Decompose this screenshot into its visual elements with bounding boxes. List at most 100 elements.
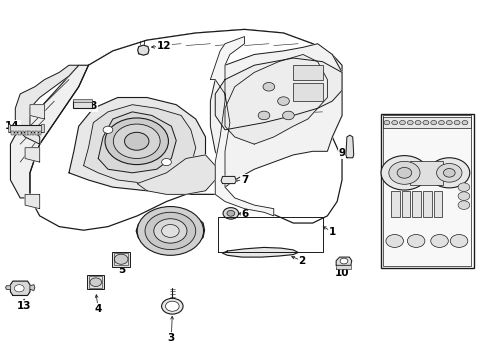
Bar: [383, 116, 470, 266]
Bar: [9, 125, 42, 132]
Text: 14: 14: [5, 121, 20, 131]
Text: 8: 8: [89, 102, 97, 112]
Polygon shape: [10, 281, 30, 296]
Text: 6: 6: [242, 209, 248, 219]
Text: 9: 9: [338, 148, 345, 158]
Circle shape: [388, 161, 419, 184]
Polygon shape: [222, 247, 298, 257]
Circle shape: [449, 234, 467, 247]
Circle shape: [258, 111, 269, 120]
Circle shape: [407, 234, 424, 247]
Circle shape: [391, 121, 397, 125]
Text: 12: 12: [157, 41, 171, 51]
Bar: [383, 117, 470, 128]
Circle shape: [399, 121, 405, 125]
Bar: [21, 131, 24, 135]
Text: 2: 2: [298, 256, 305, 266]
Polygon shape: [136, 215, 204, 247]
Bar: [293, 83, 322, 101]
Text: 3: 3: [167, 333, 175, 343]
Polygon shape: [30, 285, 35, 291]
Bar: [409, 161, 443, 185]
Circle shape: [165, 301, 179, 311]
Bar: [380, 114, 473, 268]
Polygon shape: [25, 194, 40, 209]
Bar: [89, 276, 102, 288]
Circle shape: [161, 225, 179, 237]
Polygon shape: [5, 286, 10, 289]
Circle shape: [14, 285, 24, 292]
Circle shape: [430, 234, 447, 247]
Polygon shape: [30, 105, 44, 119]
Bar: [39, 131, 41, 135]
Circle shape: [90, 278, 102, 287]
Circle shape: [438, 121, 444, 125]
Polygon shape: [98, 112, 176, 173]
Bar: [433, 191, 442, 217]
Circle shape: [114, 254, 128, 264]
Circle shape: [263, 82, 274, 91]
Circle shape: [105, 118, 168, 165]
Polygon shape: [88, 30, 341, 72]
Polygon shape: [25, 148, 40, 162]
Circle shape: [113, 124, 160, 158]
Bar: [11, 131, 14, 135]
Bar: [114, 253, 128, 265]
Polygon shape: [224, 54, 327, 144]
Polygon shape: [335, 257, 351, 265]
Text: 13: 13: [17, 301, 31, 311]
Polygon shape: [137, 155, 215, 194]
Polygon shape: [138, 45, 149, 55]
Polygon shape: [69, 98, 205, 191]
Text: 5: 5: [118, 265, 125, 275]
Bar: [73, 101, 92, 108]
Bar: [32, 131, 34, 135]
Circle shape: [457, 183, 469, 192]
Circle shape: [446, 121, 451, 125]
Text: 1: 1: [328, 227, 335, 237]
Bar: [41, 125, 43, 132]
Circle shape: [430, 121, 436, 125]
Circle shape: [161, 298, 183, 314]
Polygon shape: [210, 37, 273, 216]
Circle shape: [154, 219, 186, 243]
Circle shape: [277, 97, 289, 105]
Bar: [335, 265, 350, 269]
Bar: [18, 131, 20, 135]
Polygon shape: [345, 135, 353, 158]
Bar: [422, 191, 431, 217]
Circle shape: [407, 121, 412, 125]
Bar: [15, 131, 17, 135]
Bar: [411, 191, 420, 217]
Bar: [25, 131, 27, 135]
Circle shape: [339, 258, 347, 264]
Polygon shape: [10, 65, 88, 198]
Circle shape: [385, 234, 403, 247]
Circle shape: [414, 121, 420, 125]
Circle shape: [103, 126, 113, 134]
Circle shape: [137, 207, 203, 255]
Circle shape: [443, 168, 454, 177]
Circle shape: [383, 121, 389, 125]
Circle shape: [380, 156, 427, 190]
Bar: [8, 125, 10, 132]
Circle shape: [282, 111, 294, 120]
Circle shape: [226, 211, 234, 216]
Polygon shape: [215, 58, 341, 130]
Polygon shape: [83, 105, 195, 184]
Bar: [112, 252, 130, 267]
Text: 4: 4: [94, 304, 102, 314]
Circle shape: [428, 158, 469, 188]
Circle shape: [461, 121, 467, 125]
Circle shape: [457, 201, 469, 210]
Text: 10: 10: [334, 268, 348, 278]
Circle shape: [124, 132, 149, 150]
Circle shape: [436, 163, 461, 182]
Bar: [73, 99, 92, 102]
Circle shape: [145, 212, 195, 249]
Bar: [87, 275, 104, 289]
Polygon shape: [30, 30, 341, 230]
Bar: [390, 191, 399, 217]
Circle shape: [223, 208, 238, 219]
Bar: [28, 131, 31, 135]
